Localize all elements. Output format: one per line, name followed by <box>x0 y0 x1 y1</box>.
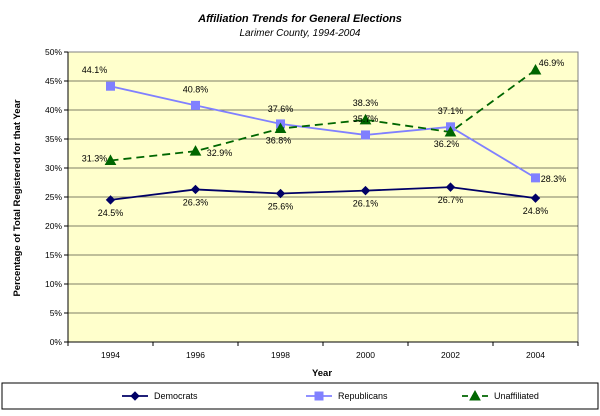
data-label-republicans: 44.1% <box>82 65 108 75</box>
data-label-republicans: 37.1% <box>438 106 464 116</box>
y-tick-label: 5% <box>50 308 63 318</box>
legend-marker-democrats <box>130 391 140 401</box>
x-tick-label: 2004 <box>526 350 545 360</box>
data-point-democrats <box>275 188 286 199</box>
data-label-republicans: 35.7% <box>353 114 379 124</box>
data-label-unaffiliated: 38.3% <box>353 98 379 108</box>
data-point-unaffiliated <box>359 113 372 125</box>
y-tick-label: 25% <box>45 192 62 202</box>
gridlines <box>68 80 578 314</box>
data-point-democrats <box>530 193 541 203</box>
x-tick-label: 2002 <box>441 350 460 360</box>
data-point-unaffiliated <box>274 122 287 134</box>
legend: Democrats Republicans Unaffiliated <box>122 389 539 401</box>
data-label-republicans: 40.8% <box>183 84 209 94</box>
legend-label-democrats: Democrats <box>154 391 198 401</box>
chart-subtitle: Larimer County, 1994-2004 <box>240 28 361 39</box>
y-tick-label: 50% <box>45 47 62 57</box>
x-tick-label: 1996 <box>186 350 205 360</box>
y-tick-label: 30% <box>45 163 62 173</box>
data-label-unaffiliated: 36.2% <box>434 139 460 149</box>
data-label-democrats: 25.6% <box>268 202 294 212</box>
data-point-republicans <box>191 100 200 110</box>
y-tick-label: 35% <box>45 134 62 144</box>
data-label-unaffiliated: 31.3% <box>82 153 108 163</box>
y-tick-label: 45% <box>45 76 62 86</box>
data-point-republicans <box>531 173 540 183</box>
series-line-republicans <box>110 85 536 179</box>
data-point-unaffiliated <box>189 145 202 156</box>
x-tick-label: 2000 <box>356 350 375 360</box>
series-democrats <box>105 182 541 205</box>
data-point-democrats <box>105 195 116 205</box>
series-line-unaffiliated <box>110 69 537 162</box>
data-label-republicans: 28.3% <box>541 174 567 184</box>
legend-marker-republicans <box>314 391 324 401</box>
data-label-democrats: 24.5% <box>98 208 124 218</box>
data-point-democrats <box>360 185 371 196</box>
x-tick-label: 1998 <box>271 350 290 360</box>
y-tick-label: 10% <box>45 279 62 289</box>
legend-item-democrats: Democrats <box>122 391 198 401</box>
data-point-democrats <box>445 182 456 192</box>
y-tick-label: 40% <box>45 105 62 115</box>
data-point-democrats <box>190 184 201 195</box>
axes: 0% 5% 10% 15% 20% 25% 30% 35% 40% 45% 50% 1994 1996 1… <box>45 47 579 360</box>
y-tick-label: 0% <box>50 337 63 347</box>
data-label-democrats: 24.8% <box>523 206 549 216</box>
data-label-unaffiliated: 36.8% <box>266 136 292 146</box>
data-point-republicans <box>106 81 115 91</box>
x-tick-label: 1994 <box>101 350 120 360</box>
data-label-democrats: 26.1% <box>353 199 379 209</box>
series-unaffiliated <box>104 63 542 165</box>
y-tick-label: 15% <box>45 250 62 260</box>
legend-item-unaffiliated: Unaffiliated <box>462 389 539 401</box>
legend-box <box>1 382 599 410</box>
data-label-unaffiliated: 32.9% <box>207 148 233 158</box>
chart-title: Affiliation Trends for General Elections <box>197 13 402 25</box>
series-layer <box>104 63 542 205</box>
data-point-republicans <box>361 130 370 140</box>
legend-marker-unaffiliated <box>469 389 481 401</box>
series-line-democrats <box>110 186 536 201</box>
y-tick-label: 20% <box>45 221 62 231</box>
data-point-unaffiliated <box>104 154 117 165</box>
data-point-unaffiliated <box>529 63 542 75</box>
x-axis-label: Year <box>312 368 332 379</box>
data-label-democrats: 26.3% <box>183 197 209 207</box>
legend-item-republicans: Republicans <box>306 391 388 401</box>
data-labels: 24.5% 26.3% 25.6% 26.1% 26.7% 24.8% 44.1% 40.8%… <box>82 58 567 218</box>
data-label-unaffiliated: 46.9% <box>539 58 565 68</box>
legend-label-republicans: Republicans <box>338 391 388 401</box>
data-point-unaffiliated <box>444 126 457 137</box>
data-label-republicans: 37.6% <box>268 104 294 114</box>
legend-label-unaffiliated: Unaffiliated <box>494 391 539 401</box>
data-label-democrats: 26.7% <box>438 195 464 205</box>
y-axis-label: Percentage of Total Registered for that … <box>12 99 23 296</box>
